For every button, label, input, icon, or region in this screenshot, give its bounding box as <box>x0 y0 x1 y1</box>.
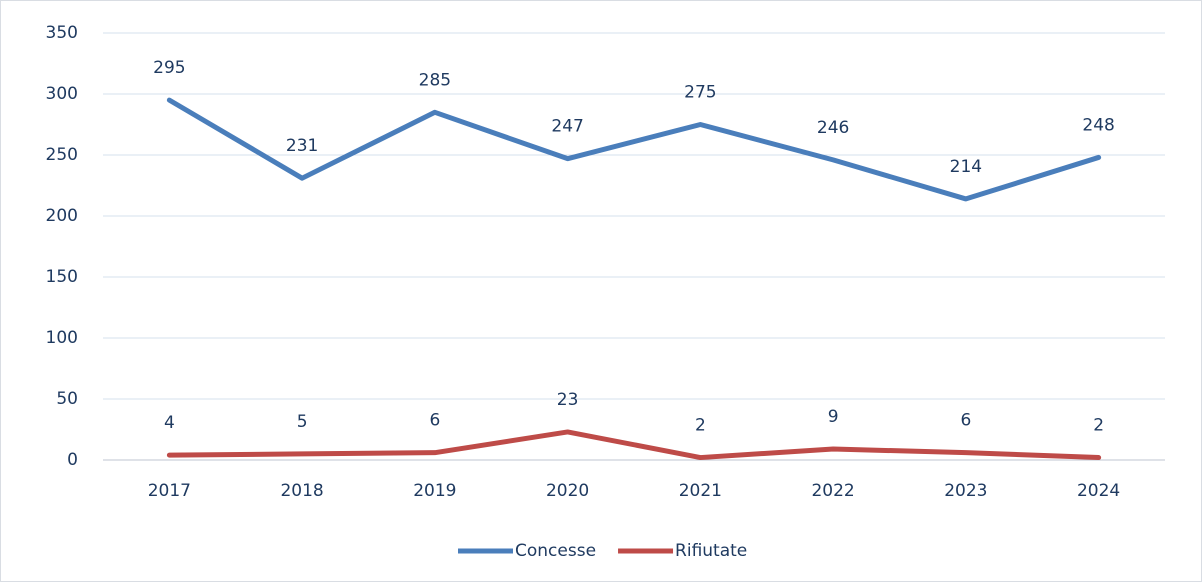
series-line <box>166 429 1102 461</box>
data-label: 2 <box>695 416 706 436</box>
y-tick-label: 300 <box>46 84 78 104</box>
data-label: 214 <box>950 157 982 177</box>
y-tick-label: 250 <box>46 145 78 165</box>
y-tick-label: 100 <box>46 328 78 348</box>
y-tick-label: 350 <box>46 23 78 43</box>
x-tick-label: 2020 <box>546 481 589 501</box>
x-tick-label: 2024 <box>1077 481 1120 501</box>
x-tick-label: 2018 <box>280 481 323 501</box>
data-label: 5 <box>297 412 308 432</box>
data-label: 231 <box>286 136 318 156</box>
data-label: 6 <box>429 411 440 431</box>
y-tick-label: 150 <box>46 267 78 287</box>
data-label: 295 <box>153 58 185 78</box>
data-label: 6 <box>960 411 971 431</box>
data-label: 246 <box>817 118 849 138</box>
x-tick-label: 2019 <box>413 481 456 501</box>
x-tick-label: 2021 <box>679 481 722 501</box>
data-label: 248 <box>1082 115 1114 135</box>
x-tick-label: 2022 <box>811 481 854 501</box>
y-tick-label: 50 <box>56 389 78 409</box>
data-label: 285 <box>419 70 451 90</box>
y-tick-label: 0 <box>67 450 78 470</box>
x-tick-label: 2017 <box>148 481 191 501</box>
data-label: 2 <box>1093 416 1104 436</box>
data-label: 23 <box>557 390 579 410</box>
series-line <box>166 97 1102 202</box>
y-tick-label: 200 <box>46 206 78 226</box>
legend-label: Rifiutate <box>675 541 747 561</box>
data-label: 4 <box>164 413 175 433</box>
legend-label: Concesse <box>515 541 596 561</box>
data-label: 247 <box>551 117 583 137</box>
x-tick-label: 2023 <box>944 481 987 501</box>
data-label: 275 <box>684 83 716 103</box>
data-label: 9 <box>828 407 839 427</box>
